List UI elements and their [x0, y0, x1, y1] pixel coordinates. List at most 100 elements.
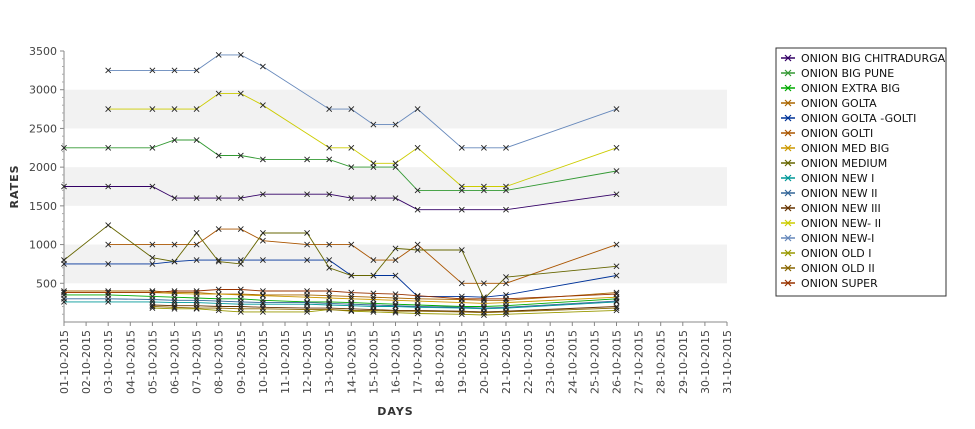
data-point: [259, 156, 266, 163]
data-point: [414, 292, 421, 299]
data-point: [105, 241, 112, 248]
data-point: [237, 226, 244, 233]
data-point: [370, 302, 377, 308]
data-point: [348, 295, 355, 302]
data-point: [193, 106, 200, 112]
y-tick-label: 1000: [29, 239, 57, 252]
data-point: [237, 152, 244, 159]
data-point: [392, 272, 399, 279]
data-point: [105, 289, 112, 296]
legend-marker: [784, 159, 792, 167]
data-point: [304, 257, 311, 263]
legend-label: ONION GOLTI: [801, 127, 873, 140]
series-6: [105, 226, 620, 287]
series-16: [61, 286, 620, 302]
data-point: [480, 309, 487, 316]
legend-marker: [784, 189, 792, 197]
data-point: [215, 286, 222, 293]
data-point: [326, 257, 333, 263]
legend-item: ONION BIG PUNE: [781, 67, 894, 80]
data-point: [215, 305, 222, 311]
data-point: [215, 152, 222, 159]
data-point: [613, 106, 620, 112]
data-point: [193, 230, 200, 236]
legend-item: ONION OLD II: [781, 262, 875, 275]
data-point: [215, 195, 222, 202]
x-tick-label: 18-10-2015: [434, 330, 447, 394]
legend-label: ONION NEW III: [801, 202, 881, 215]
data-point: [613, 305, 620, 311]
x-tick-label: 24-10-2015: [566, 330, 579, 394]
data-point: [458, 311, 465, 318]
data-point: [237, 303, 244, 310]
data-point: [326, 288, 333, 294]
data-point: [392, 297, 399, 304]
legend-label: ONION NEW- II: [801, 217, 881, 230]
data-point: [259, 288, 266, 294]
data-point: [105, 106, 112, 112]
data-point: [370, 307, 377, 314]
data-point: [414, 144, 421, 151]
data-point: [259, 230, 266, 236]
data-point: [259, 299, 266, 306]
series-10: [61, 295, 620, 311]
data-point: [326, 292, 333, 299]
y-tick-label: 1500: [29, 200, 57, 213]
legend-label: ONION OLD II: [801, 262, 875, 275]
data-point: [215, 51, 222, 58]
legend-box: [775, 47, 947, 297]
legend-marker: [784, 249, 792, 257]
data-point: [237, 301, 244, 308]
y-tick-label: 3500: [29, 45, 57, 58]
data-point: [237, 298, 244, 305]
data-point: [193, 257, 200, 263]
data-point: [105, 222, 112, 229]
y-tick-label: 500: [36, 277, 57, 290]
data-point: [348, 301, 355, 308]
legend-marker: [784, 264, 792, 272]
grid-bands: [64, 89, 727, 284]
y-tick-label: 2000: [29, 161, 57, 174]
data-point: [105, 183, 112, 190]
data-point: [215, 258, 222, 265]
series-line: [152, 306, 617, 314]
x-tick-label: 13-10-2015: [323, 330, 336, 394]
data-point: [193, 195, 200, 202]
data-point: [304, 288, 311, 294]
data-point: [193, 137, 200, 143]
data-point: [304, 156, 311, 163]
x-tick-label: 25-10-2015: [588, 330, 601, 394]
data-point: [259, 191, 266, 198]
data-point: [613, 291, 620, 298]
data-point: [304, 298, 311, 305]
series-12: [105, 90, 620, 190]
data-point: [392, 245, 399, 252]
data-point: [171, 288, 178, 294]
y-axis: 500 1000 1500 2000 2500 3000 3500: [29, 45, 64, 315]
x-tick-label: 01-10-2015: [58, 330, 71, 394]
data-point: [237, 90, 244, 97]
data-point: [458, 247, 465, 253]
data-point: [149, 241, 156, 248]
x-tick-label: 07-10-2015: [191, 330, 204, 394]
data-point: [326, 295, 333, 301]
data-point: [259, 257, 266, 263]
data-point: [613, 144, 620, 151]
data-point: [215, 295, 222, 302]
data-point: [215, 90, 222, 97]
legend-marker: [784, 114, 792, 122]
data-point: [348, 308, 355, 315]
data-point: [480, 295, 487, 302]
data-point: [304, 191, 311, 198]
data-point: [259, 237, 266, 244]
data-point: [458, 183, 465, 190]
x-tick-label: 14-10-2015: [345, 330, 358, 394]
series-line: [63, 224, 617, 300]
x-tick-label: 03-10-2015: [102, 330, 115, 394]
data-point: [149, 183, 156, 190]
data-point: [370, 290, 377, 297]
data-point: [613, 298, 620, 305]
data-point: [348, 272, 355, 279]
data-point: [193, 241, 200, 248]
series-14: [149, 305, 620, 318]
